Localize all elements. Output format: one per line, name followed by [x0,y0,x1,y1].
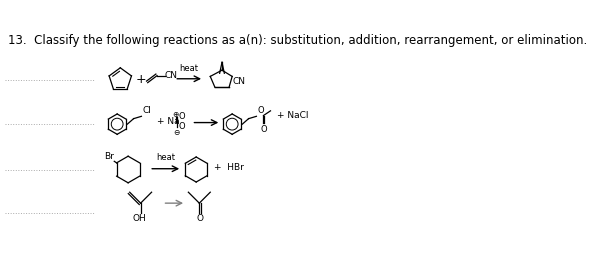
Text: OH: OH [132,214,146,223]
Text: +: + [136,73,147,86]
Text: O: O [178,112,185,121]
Text: Br: Br [105,152,114,160]
Text: O: O [178,122,185,131]
Text: heat: heat [179,63,198,73]
Text: + Na: + Na [157,116,180,125]
Text: O: O [257,106,264,115]
Text: CN: CN [232,77,245,86]
Text: O: O [260,125,267,134]
Text: ⊖: ⊖ [173,128,180,137]
Text: heat: heat [156,153,175,162]
Text: CN: CN [165,71,178,80]
Text: Cl: Cl [142,106,151,115]
Text: 13.  Classify the following reactions as a(n): substitution, addition, rearrange: 13. Classify the following reactions as … [8,34,587,47]
Text: + NaCl: + NaCl [277,111,308,120]
Text: +  HBr: + HBr [214,163,244,172]
Text: O: O [197,214,204,223]
Text: ⊕: ⊕ [173,110,179,119]
